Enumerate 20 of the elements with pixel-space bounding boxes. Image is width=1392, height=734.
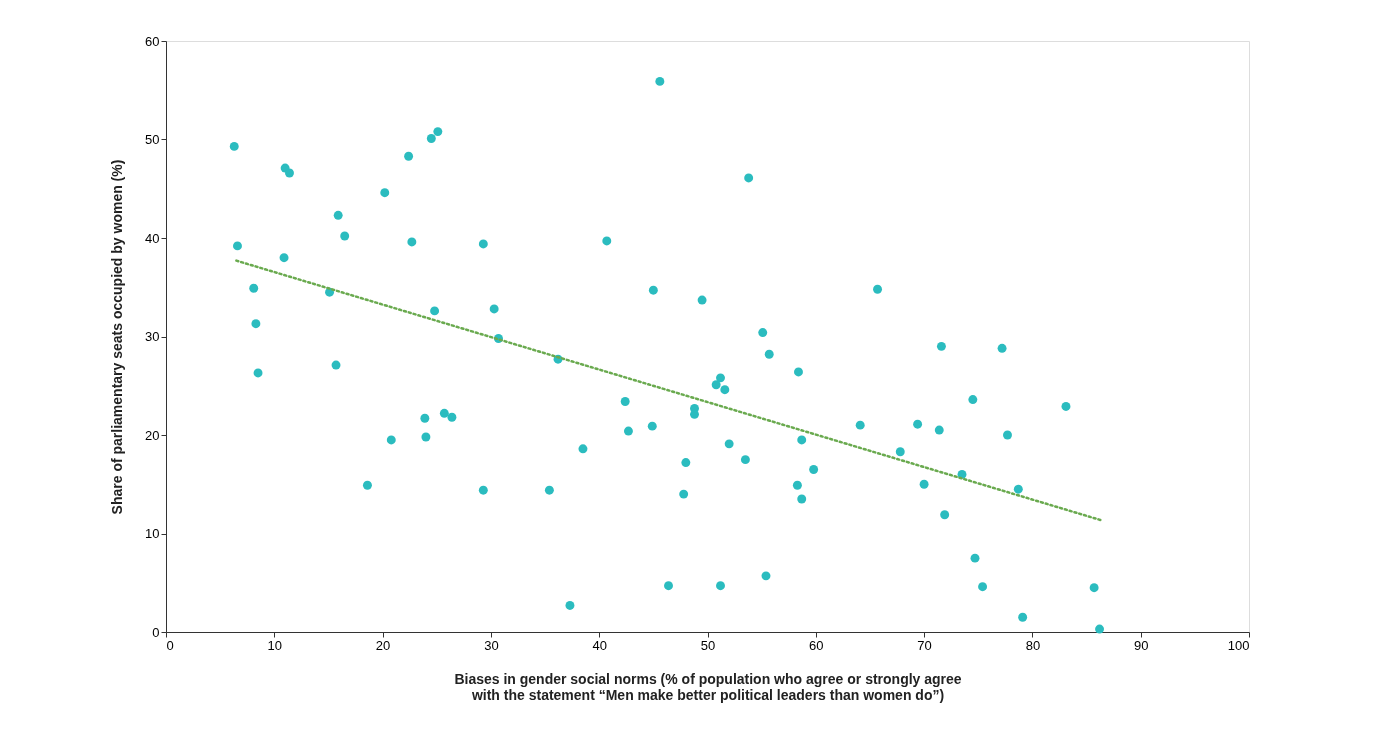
y-tick-label: 20 [145, 427, 160, 443]
y-tick-label: 10 [145, 526, 160, 541]
y-tick-label: 0 [152, 624, 160, 640]
y-tick-label: 40 [145, 230, 160, 246]
x-tick-label: 100 [1227, 637, 1250, 653]
x-tick-label: 50 [700, 637, 716, 653]
x-tick-label: 40 [592, 637, 607, 653]
x-tick-label: 90 [1133, 637, 1149, 653]
x-tick-label: 70 [917, 637, 932, 653]
y-tick-label: 60 [145, 33, 160, 49]
y-tick-label: 50 [145, 132, 160, 147]
x-axis-title: Biases in gender social norms (% of population who agree or strongly agree with the statement “Men make better political leaders than women do”) [454, 670, 962, 703]
x-tick-label: 20 [375, 637, 391, 653]
y-tick-label: 30 [145, 329, 160, 344]
x-tick-label: 0 [166, 637, 174, 653]
x-tick-label: 30 [484, 637, 499, 653]
x-tick-label: 80 [1025, 637, 1041, 653]
x-tick-label: 10 [267, 637, 283, 653]
x-tick-label: 60 [809, 637, 824, 653]
y-axis-title: Share of parliamentary seats occupied by women (%) [109, 159, 126, 515]
